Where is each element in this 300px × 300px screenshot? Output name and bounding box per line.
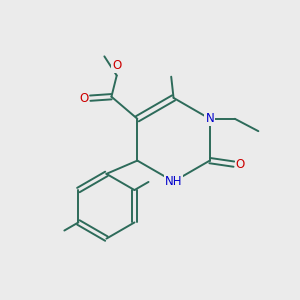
Text: NH: NH: [165, 175, 182, 188]
Text: N: N: [206, 112, 214, 125]
Text: O: O: [112, 59, 122, 72]
Text: O: O: [236, 158, 245, 171]
Text: O: O: [79, 92, 88, 105]
